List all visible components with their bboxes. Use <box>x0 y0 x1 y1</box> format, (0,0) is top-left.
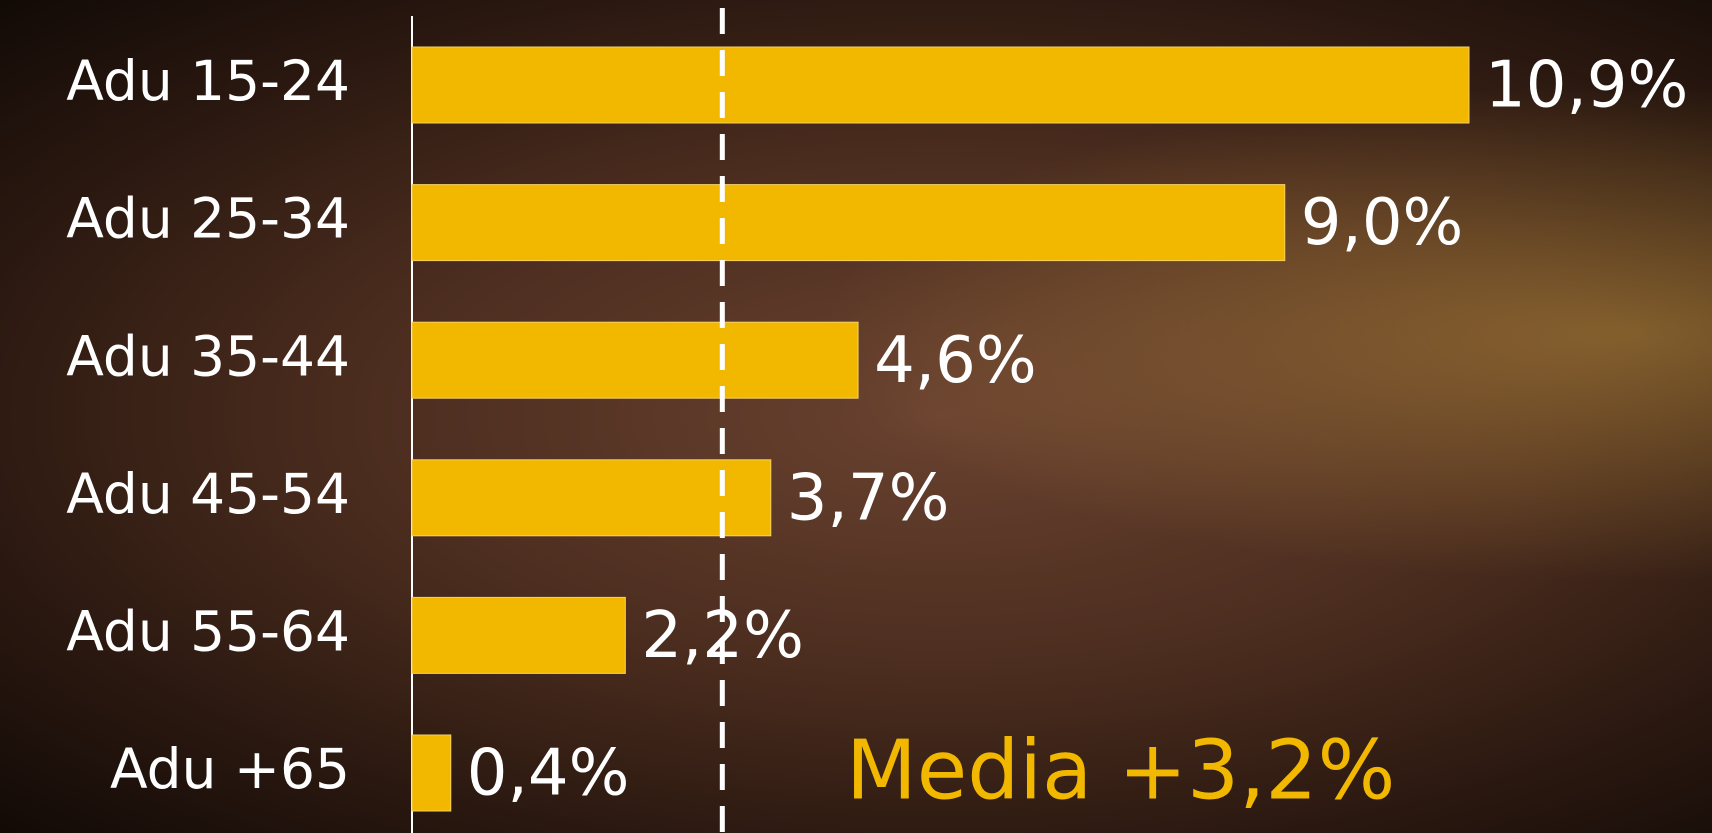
mean-label: Media +3,2% <box>846 723 1395 818</box>
value-label: 0,4% <box>467 737 630 811</box>
bar <box>411 184 1286 262</box>
category-label: Adu +65 <box>110 737 350 801</box>
value-label: 10,9% <box>1485 49 1688 123</box>
bar <box>411 734 452 812</box>
value-label: 3,7% <box>787 461 950 535</box>
category-label: Adu 55-64 <box>66 600 350 664</box>
value-label: 9,0% <box>1301 186 1464 260</box>
category-label: Adu 15-24 <box>66 49 350 113</box>
bar <box>411 596 626 674</box>
value-label: 2,2% <box>641 599 804 673</box>
bar <box>411 321 859 399</box>
category-label: Adu 45-54 <box>66 462 350 526</box>
category-label: Adu 25-34 <box>66 187 350 251</box>
bar <box>411 459 772 537</box>
value-label: 4,6% <box>874 324 1037 398</box>
bar <box>411 46 1470 124</box>
category-label: Adu 35-44 <box>66 324 350 388</box>
